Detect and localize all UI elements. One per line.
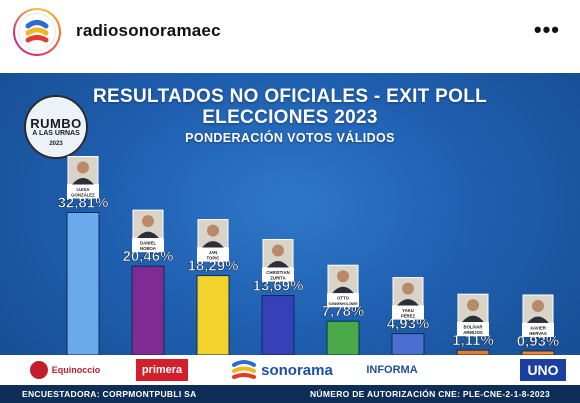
profile-avatar[interactable] — [13, 8, 61, 56]
candidate-name-5-line-1: OTTO — [337, 296, 350, 301]
candidate-name-5-line-2: SONNENHOLZNER — [328, 302, 358, 306]
more-options-button[interactable]: ••• — [533, 17, 560, 42]
candidate-name-7-line-2: ARMIJOS — [463, 330, 483, 335]
candidate-photo-head-7 — [467, 299, 479, 312]
candidate-name-plate-3 — [197, 247, 229, 262]
candidate-photo-body-8 — [527, 316, 549, 323]
value-label-4: 13,69% — [253, 278, 304, 295]
candidate-name-4-line-2: ZURITA — [270, 276, 285, 281]
graphic-title-year: ELECCIONES 2023 — [202, 107, 378, 128]
candidate-name-8-line-2: HERVAS — [529, 331, 547, 336]
candidate-name-3-line-2: TOPIC — [206, 256, 219, 261]
candidate-photo-head-1 — [77, 161, 89, 174]
candidate-name-plate-2 — [132, 238, 164, 253]
post-header: radiosonoramaec ••• — [0, 0, 580, 70]
candidate-photo-head-8 — [532, 299, 544, 312]
candidate-photo-body-6 — [397, 299, 419, 306]
primera-logo: primera — [136, 359, 188, 381]
candidate-name-2-line-2: NOBOA — [140, 246, 156, 251]
candidate-photo-head-3 — [207, 224, 219, 237]
value-label-8: 0,93% — [517, 333, 560, 350]
candidate-name-plate-6 — [392, 305, 424, 320]
candidate-name-3-line-1: JAN — [209, 250, 218, 255]
informa-logo: INFORMA — [366, 364, 418, 376]
pollster-text: ENCUESTADORA: CORPMONTPUBLI SA — [22, 389, 197, 399]
post-image: RESULTADOS NO OFICIALES - EXIT POLL ELEC… — [0, 73, 580, 403]
candidate-photo-head-4 — [272, 244, 284, 257]
bar-6 — [391, 333, 425, 356]
sonorama-mark-icon — [232, 360, 257, 379]
value-label-3: 18,29% — [188, 258, 239, 275]
candidate-photo-body-7 — [462, 315, 484, 323]
candidate-name-8-line-1: XAVIER — [530, 325, 547, 330]
candidate-name-7-line-1: BOLÍVAR — [463, 325, 483, 330]
candidate-name-4-line-1: CHRISTIAN — [266, 270, 289, 275]
sonorama-logo-icon — [18, 13, 56, 51]
candidate-name-plate-1 — [67, 184, 99, 199]
candidate-photo-head-6 — [402, 282, 414, 295]
bar-5 — [326, 320, 360, 356]
rumbo-a-las-urnas-badge: RUMBO A LAS URNAS 2023 — [24, 95, 88, 159]
bar-1 — [66, 212, 100, 356]
sonorama-logo: sonorama — [212, 359, 352, 381]
candidate-name-1-line-1: LUISA — [77, 187, 90, 192]
footer-band: ENCUESTADORA: CORPMONTPUBLI SA NÚMERO DE… — [0, 385, 580, 403]
sponsor-logo-strip: Equinoccio primera sonorama INFORMA UNO — [0, 355, 580, 385]
candidate-photo-head-2 — [142, 215, 154, 228]
candidate-photo-body-2 — [137, 231, 159, 239]
value-label-1: 32,81% — [58, 195, 109, 212]
candidate-name-plate-8 — [522, 322, 554, 337]
candidate-name-2-line-1: DANIEL — [140, 241, 156, 246]
cne-authorization-text: NÚMERO DE AUTORIZACIÓN CNE: PLE-CNE-2-1-… — [309, 389, 550, 399]
bar-3 — [196, 275, 230, 356]
equinoccio-mark-icon — [29, 361, 48, 379]
candidate-photo-body-3 — [202, 241, 224, 248]
graphic-subtitle: PONDERACIÓN VOTOS VÁLIDOS — [185, 131, 395, 145]
candidate-name-6-line-2: PÉREZ — [401, 314, 416, 319]
candidate-name-1-line-2: GONZÁLEZ — [71, 193, 95, 198]
value-label-6: 4,93% — [387, 316, 430, 333]
bar-4 — [261, 295, 295, 356]
value-label-2: 20,46% — [123, 248, 174, 265]
candidate-name-6-line-1: YAKU — [402, 308, 414, 313]
candidate-photo-body-5 — [332, 286, 354, 294]
value-label-5: 7,78% — [322, 303, 365, 320]
uno-logo: UNO — [520, 359, 566, 381]
candidate-photo-body-1 — [72, 178, 94, 185]
candidate-photo-body-4 — [267, 261, 289, 268]
graphic-title: RESULTADOS NO OFICIALES - EXIT POLL — [92, 86, 488, 107]
value-label-7: 1,11% — [452, 332, 494, 349]
candidate-photo-head-5 — [337, 270, 349, 283]
candidate-name-plate-7 — [457, 322, 489, 337]
candidate-name-plate-4 — [262, 267, 294, 282]
bar-2 — [131, 265, 165, 356]
post-username[interactable]: radiosonoramaec — [76, 21, 221, 40]
equinoccio-logo: Equinoccio — [20, 359, 110, 381]
candidate-name-plate-5 — [327, 293, 359, 308]
